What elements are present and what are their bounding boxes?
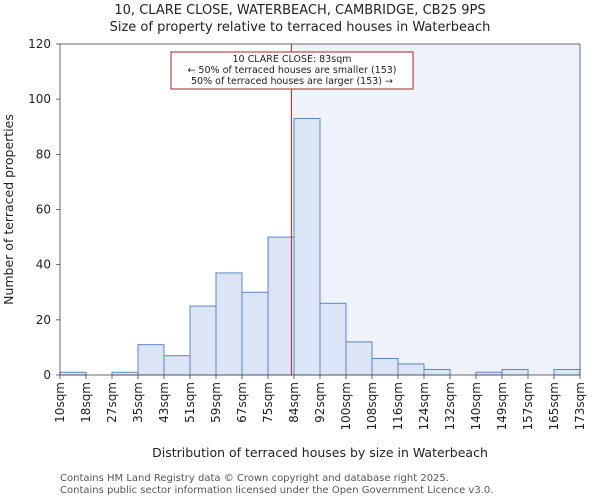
x-tick-label: 92sqm — [313, 382, 327, 423]
x-tick-label: 116sqm — [391, 382, 405, 430]
y-axis-label: Number of terraced properties — [1, 114, 16, 305]
x-tick-label: 100sqm — [339, 382, 353, 430]
x-tick-label: 165sqm — [547, 382, 561, 430]
bar-108sqm — [371, 357, 399, 376]
x-tick-label: 132sqm — [443, 382, 457, 430]
bar-116sqm — [397, 363, 425, 376]
bar-67sqm — [241, 291, 269, 376]
axes-group: 0 20 40 60 80 100 120 10sqm 18sqm 27sqm 35sqm 43sqm… — [28, 37, 587, 430]
bar-92sqm — [319, 302, 347, 376]
bar-35sqm — [137, 344, 165, 376]
chart-title: 10, CLARE CLOSE, WATERBEACH, CAMBRIDGE, … — [114, 3, 486, 18]
licence-notice: Contains public sector information licen… — [60, 485, 494, 496]
x-tick-label: 10sqm — [53, 382, 67, 423]
bar-59sqm — [215, 272, 243, 376]
y-tick-label: 0 — [43, 368, 51, 382]
annotation-line1: 10 CLARE CLOSE: 83sqm — [232, 54, 351, 65]
y-tick-label: 80 — [36, 147, 51, 161]
annotation-line2: ← 50% of terraced houses are smaller (15… — [187, 65, 396, 76]
bar-75sqm — [267, 236, 295, 376]
y-tick-label: 20 — [36, 313, 51, 327]
annotation-line3: 50% of terraced houses are larger (153) … — [191, 76, 393, 87]
x-tick-label: 124sqm — [417, 382, 431, 430]
x-tick-label: 67sqm — [235, 382, 249, 423]
bar-27sqm — [111, 371, 139, 376]
property-annotation: 10 CLARE CLOSE: 83sqm ← 50% of terraced … — [170, 51, 414, 90]
bars-group — [59, 117, 581, 376]
x-tick-label: 173sqm — [573, 382, 587, 430]
x-tick-label: 75sqm — [261, 382, 275, 423]
x-tick-label: 108sqm — [365, 382, 379, 430]
x-tick-label: 27sqm — [105, 382, 119, 423]
bar-165sqm — [553, 368, 581, 376]
bar-84sqm — [293, 117, 321, 376]
x-axis-label: Distribution of terraced houses by size … — [152, 445, 488, 460]
bar-43sqm — [163, 355, 191, 376]
chart-subtitle: Size of property relative to terraced ho… — [109, 20, 491, 35]
y-tick-label: 60 — [36, 203, 51, 217]
x-tick-label: 84sqm — [287, 382, 301, 423]
bar-140sqm — [475, 371, 503, 376]
bar-10sqm — [59, 371, 87, 376]
x-tick-label: 149sqm — [495, 382, 509, 430]
copyright-notice: Contains HM Land Registry data © Crown c… — [60, 473, 449, 484]
bar-124sqm — [423, 368, 451, 376]
x-tick-label: 157sqm — [521, 382, 535, 430]
x-tick-label: 59sqm — [209, 382, 223, 423]
x-tick-label: 35sqm — [131, 382, 145, 423]
bar-100sqm — [345, 341, 373, 376]
y-tick-label: 40 — [36, 258, 51, 272]
annotation-box — [170, 51, 414, 90]
bar-51sqm — [189, 305, 217, 376]
bar-149sqm — [501, 368, 529, 376]
y-tick-label: 100 — [28, 92, 51, 106]
x-tick-label: 43sqm — [157, 382, 171, 423]
y-tick-label: 120 — [28, 37, 51, 51]
x-tick-label: 18sqm — [79, 382, 93, 423]
x-tick-label: 51sqm — [183, 382, 197, 423]
x-tick-label: 140sqm — [469, 382, 483, 430]
